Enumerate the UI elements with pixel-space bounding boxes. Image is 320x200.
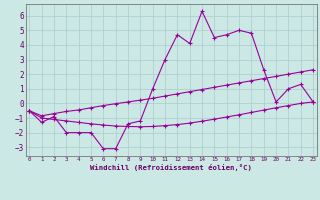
X-axis label: Windchill (Refroidissement éolien,°C): Windchill (Refroidissement éolien,°C) — [90, 164, 252, 171]
